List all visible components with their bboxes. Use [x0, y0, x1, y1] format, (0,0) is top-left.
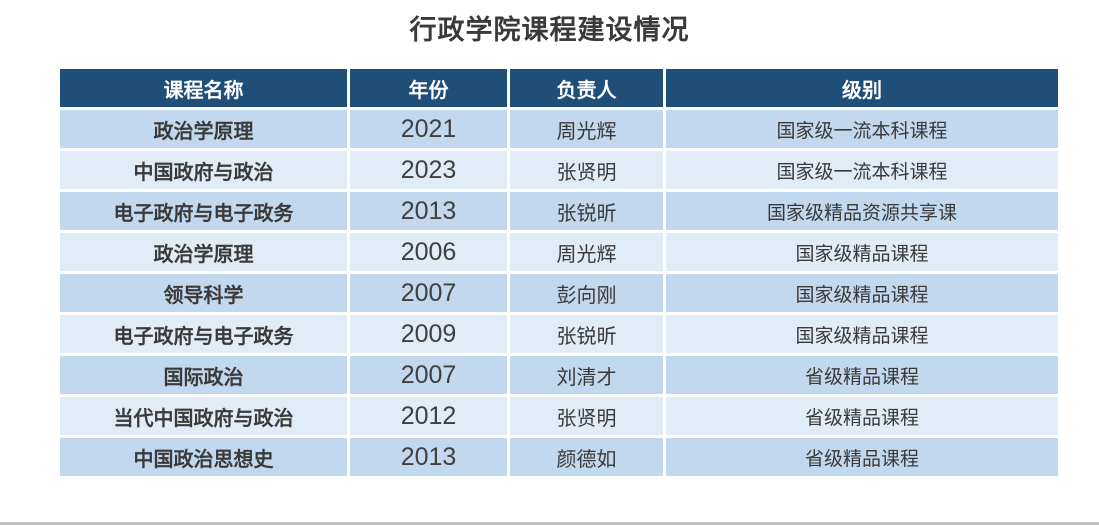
table-row: 领导科学 2007 彭向刚 国家级精品课程: [57, 271, 1061, 315]
cell-level: 国家级精品课程: [663, 271, 1061, 315]
table-row: 当代中国政府与政治 2012 张贤明 省级精品课程: [57, 394, 1061, 438]
cell-level: 国家级精品课程: [663, 312, 1061, 356]
cell-year: 2009: [347, 312, 510, 356]
cell-year: 2023: [347, 148, 510, 192]
cell-level: 省级精品课程: [663, 394, 1061, 438]
cell-course: 政治学原理: [57, 107, 350, 151]
cell-course: 中国政府与政治: [57, 148, 350, 192]
cell-level: 国家级一流本科课程: [663, 148, 1061, 192]
cell-year: 2006: [347, 230, 510, 274]
column-header-level: 级别: [663, 66, 1061, 110]
cell-course: 当代中国政府与政治: [57, 394, 350, 438]
cell-course: 国际政治: [57, 353, 350, 397]
cell-leader: 周光辉: [507, 230, 666, 274]
cell-year: 2021: [347, 107, 510, 151]
cell-leader: 刘清才: [507, 353, 666, 397]
cell-course: 电子政府与电子政务: [57, 189, 350, 233]
cell-course: 政治学原理: [57, 230, 350, 274]
cell-leader: 彭向刚: [507, 271, 666, 315]
column-header-year: 年份: [347, 66, 510, 110]
bottom-divider-bar: [0, 522, 1099, 525]
table-row: 政治学原理 2006 周光辉 国家级精品课程: [57, 230, 1061, 274]
cell-year: 2013: [347, 435, 510, 479]
cell-leader: 张贤明: [507, 148, 666, 192]
table-row: 中国政治思想史 2013 颜德如 省级精品课程: [57, 435, 1061, 479]
cell-year: 2013: [347, 189, 510, 233]
course-table: 课程名称 年份 负责人 级别 政治学原理 2021 周光辉 国家级一流本科课程 …: [57, 66, 1061, 479]
cell-leader: 颜德如: [507, 435, 666, 479]
cell-level: 省级精品课程: [663, 353, 1061, 397]
table-row: 中国政府与政治 2023 张贤明 国家级一流本科课程: [57, 148, 1061, 192]
table-row: 电子政府与电子政务 2013 张锐昕 国家级精品资源共享课: [57, 189, 1061, 233]
cell-leader: 张贤明: [507, 394, 666, 438]
cell-course: 中国政治思想史: [57, 435, 350, 479]
table-row: 政治学原理 2021 周光辉 国家级一流本科课程: [57, 107, 1061, 151]
column-header-course: 课程名称: [57, 66, 350, 110]
header-row: 课程名称 年份 负责人 级别: [57, 66, 1061, 110]
cell-level: 国家级精品课程: [663, 230, 1061, 274]
cell-year: 2007: [347, 271, 510, 315]
page-title: 行政学院课程建设情况: [409, 15, 690, 45]
cell-level: 国家级一流本科课程: [663, 107, 1061, 151]
table-row: 国际政治 2007 刘清才 省级精品课程: [57, 353, 1061, 397]
cell-course: 电子政府与电子政务: [57, 312, 350, 356]
cell-course: 领导科学: [57, 271, 350, 315]
cell-leader: 周光辉: [507, 107, 666, 151]
cell-level: 国家级精品资源共享课: [663, 189, 1061, 233]
cell-leader: 张锐昕: [507, 312, 666, 356]
cell-year: 2012: [347, 394, 510, 438]
cell-level: 省级精品课程: [663, 435, 1061, 479]
cell-leader: 张锐昕: [507, 189, 666, 233]
table-row: 电子政府与电子政务 2009 张锐昕 国家级精品课程: [57, 312, 1061, 356]
cell-year: 2007: [347, 353, 510, 397]
column-header-leader: 负责人: [507, 66, 666, 110]
